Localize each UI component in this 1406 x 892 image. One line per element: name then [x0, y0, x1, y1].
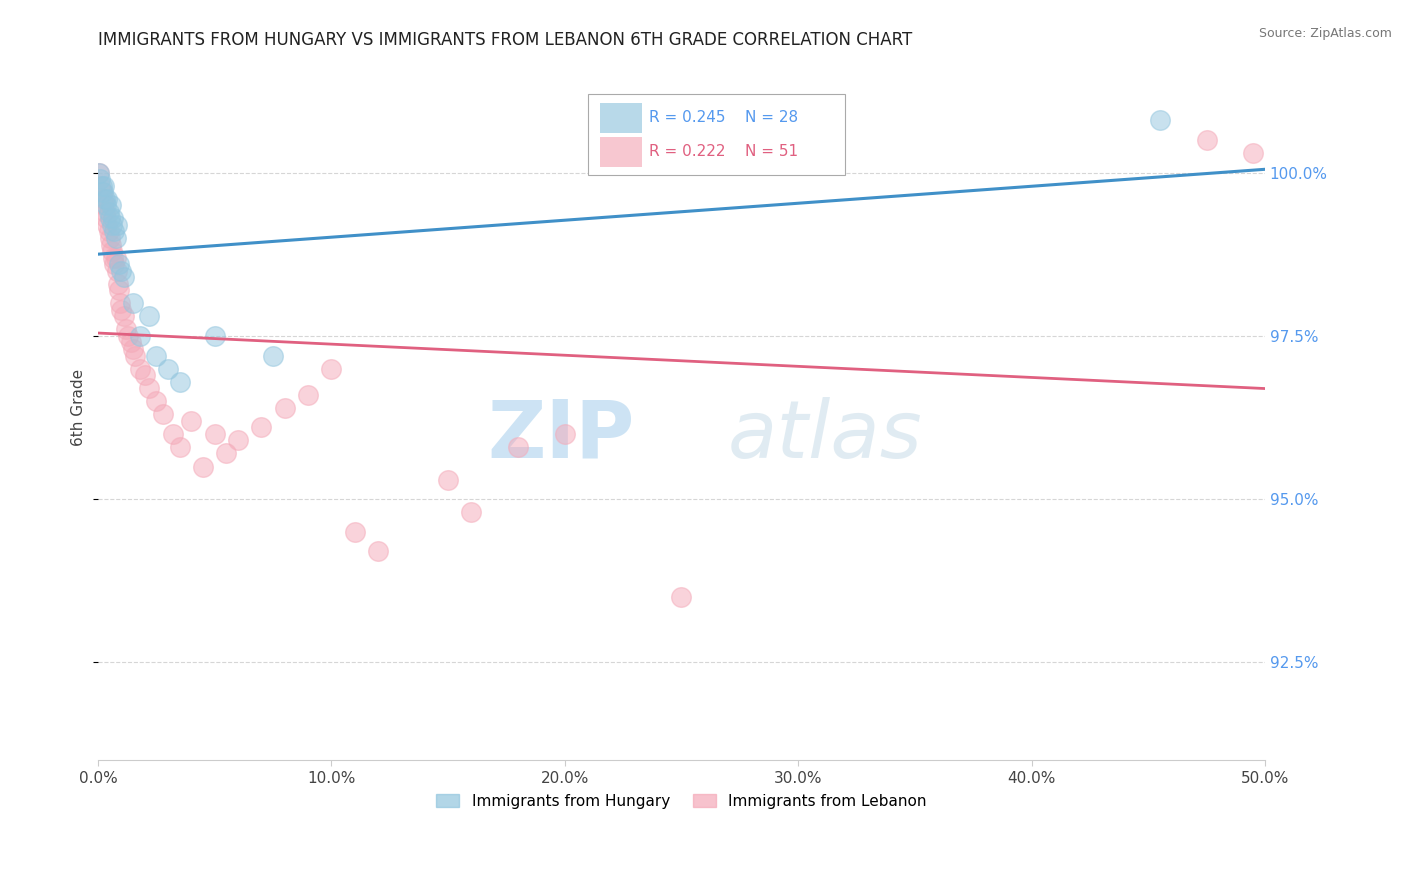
Point	[90, 186, 112, 200]
Point	[103, 224, 125, 238]
Text: ZIP: ZIP	[488, 397, 634, 475]
Point	[115, 322, 138, 336]
Point	[204, 426, 226, 441]
Point	[105, 263, 128, 277]
Point	[297, 387, 319, 401]
Point	[103, 257, 125, 271]
Point	[91, 192, 114, 206]
Point	[108, 257, 131, 271]
Point	[191, 459, 214, 474]
Point	[96, 211, 118, 226]
Point	[671, 590, 693, 604]
Point	[101, 244, 124, 258]
Y-axis label: 6th Grade: 6th Grade	[72, 369, 86, 446]
Point	[96, 218, 118, 232]
Point	[100, 237, 122, 252]
Text: IMMIGRANTS FROM HUNGARY VS IMMIGRANTS FROM LEBANON 6TH GRADE CORRELATION CHART: IMMIGRANTS FROM HUNGARY VS IMMIGRANTS FR…	[98, 31, 912, 49]
Point	[105, 218, 128, 232]
Point	[145, 349, 167, 363]
Point	[321, 361, 343, 376]
Point	[89, 166, 111, 180]
Point	[506, 440, 529, 454]
Text: atlas: atlas	[728, 397, 922, 475]
Point	[112, 270, 135, 285]
Point	[97, 205, 120, 219]
Text: R = 0.222    N = 51: R = 0.222 N = 51	[648, 145, 799, 160]
Point	[180, 414, 202, 428]
Point	[89, 178, 111, 193]
Point	[96, 192, 118, 206]
Point	[1195, 133, 1218, 147]
Point	[112, 310, 135, 324]
Point	[94, 192, 117, 206]
Legend: Immigrants from Hungary, Immigrants from Lebanon: Immigrants from Hungary, Immigrants from…	[429, 786, 934, 816]
Point	[89, 166, 111, 180]
Point	[162, 426, 184, 441]
Point	[103, 251, 125, 265]
Text: Source: ZipAtlas.com: Source: ZipAtlas.com	[1258, 27, 1392, 40]
Point	[145, 394, 167, 409]
Point	[554, 426, 576, 441]
Point	[367, 544, 389, 558]
Point	[93, 178, 115, 193]
Point	[152, 407, 174, 421]
Point	[138, 310, 160, 324]
FancyBboxPatch shape	[588, 94, 845, 175]
Point	[169, 440, 191, 454]
Point	[1241, 146, 1264, 161]
Point	[104, 251, 127, 265]
Point	[460, 505, 482, 519]
Point	[437, 473, 460, 487]
Point	[138, 381, 160, 395]
Point	[262, 349, 284, 363]
Point	[89, 172, 111, 186]
Point	[103, 211, 125, 226]
Point	[96, 198, 118, 212]
Point	[93, 198, 115, 212]
Point	[120, 335, 142, 350]
Point	[1149, 113, 1171, 128]
Point	[117, 329, 139, 343]
Point	[98, 231, 121, 245]
Point	[104, 231, 127, 245]
Point	[122, 296, 145, 310]
Point	[129, 361, 152, 376]
Point	[169, 375, 191, 389]
Point	[204, 329, 226, 343]
Point	[101, 218, 124, 232]
Point	[157, 361, 180, 376]
Point	[91, 186, 114, 200]
Text: R = 0.245    N = 28: R = 0.245 N = 28	[648, 111, 799, 126]
Point	[90, 178, 112, 193]
Point	[215, 446, 238, 460]
Point	[108, 283, 131, 297]
Point	[110, 302, 132, 317]
Point	[107, 277, 129, 291]
Point	[97, 224, 120, 238]
Point	[100, 198, 122, 212]
Point	[110, 296, 132, 310]
FancyBboxPatch shape	[600, 103, 641, 133]
Point	[110, 263, 132, 277]
Point	[226, 434, 249, 448]
Point	[129, 329, 152, 343]
Point	[122, 342, 145, 356]
Point	[94, 205, 117, 219]
FancyBboxPatch shape	[600, 137, 641, 167]
Point	[98, 211, 121, 226]
Point	[250, 420, 273, 434]
Point	[274, 401, 297, 415]
Point	[343, 524, 366, 539]
Point	[134, 368, 156, 383]
Point	[124, 349, 146, 363]
